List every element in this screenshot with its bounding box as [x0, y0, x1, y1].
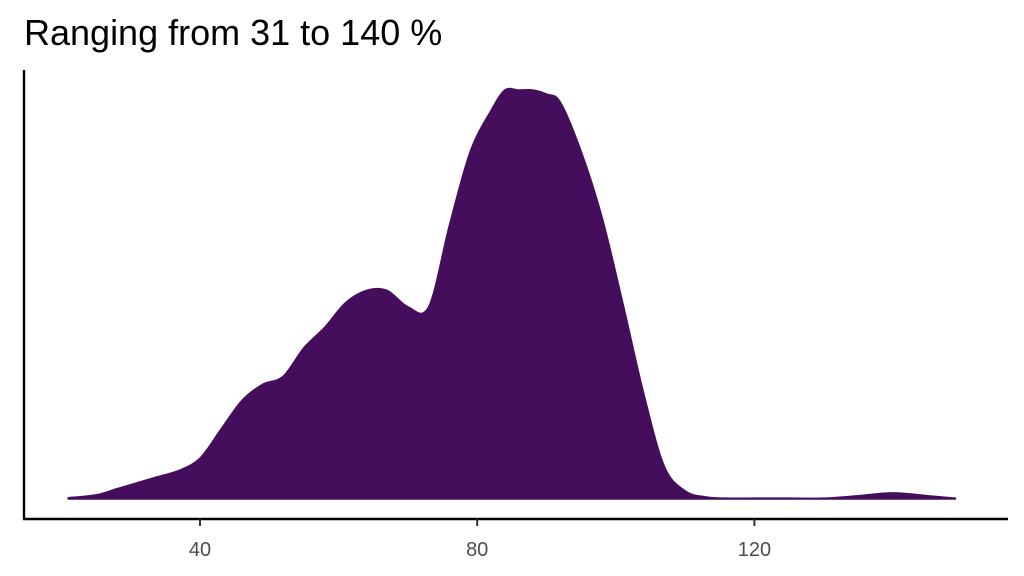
x-axis-ticks: 40 80 120 — [189, 519, 771, 561]
x-tick-label: 40 — [189, 539, 211, 561]
plot-area — [67, 87, 957, 500]
density-area-series-0 — [67, 87, 957, 500]
x-tick-label: 120 — [738, 539, 771, 561]
chart-title: Ranging from 31 to 140 % — [24, 12, 443, 53]
x-tick-label: 80 — [466, 539, 488, 561]
